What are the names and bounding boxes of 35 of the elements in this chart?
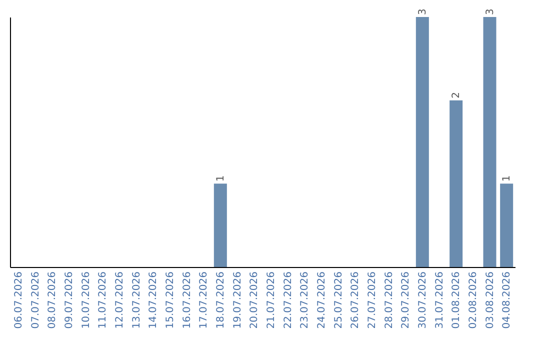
x-tick-label: 07.07.2026 <box>30 272 42 329</box>
x-tick-label: 19.07.2026 <box>232 272 244 329</box>
data-label: 1 <box>215 175 226 182</box>
x-tick-label: 25.07.2026 <box>333 272 344 329</box>
data-label: 3 <box>417 8 428 15</box>
x-tick-label: 06.07.2026 <box>13 272 24 329</box>
x-tick-label: 14.07.2026 <box>148 272 160 329</box>
x-tick-label: 24.07.2026 <box>316 272 328 329</box>
x-tick-label: 18.07.2026 <box>215 272 226 329</box>
x-tick-label: 26.07.2026 <box>350 272 362 329</box>
x-tick-label: 22.07.2026 <box>282 272 294 329</box>
x-tick-label: 16.07.2026 <box>182 272 193 329</box>
x-tick-label: 10.07.2026 <box>80 272 92 329</box>
x-tick-label: 29.07.2026 <box>400 272 412 329</box>
x-tick-label: 31.07.2026 <box>434 272 446 329</box>
data-label: 1 <box>502 175 513 182</box>
x-tick-label: 02.08.2026 <box>468 272 479 329</box>
x-tick-label: 20.07.2026 <box>249 272 260 329</box>
x-tick-label: 21.07.2026 <box>266 272 277 329</box>
x-tick-label: 28.07.2026 <box>384 272 395 329</box>
x-tick-label: 27.07.2026 <box>366 272 378 329</box>
x-tick-label: 03.08.2026 <box>484 272 496 329</box>
x-tick-label: 09.07.2026 <box>64 272 75 329</box>
x-tick-label: 13.07.2026 <box>131 272 142 329</box>
x-tick-label: 30.07.2026 <box>417 272 428 329</box>
x-tick-label: 04.08.2026 <box>502 272 513 329</box>
x-tick-label: 01.08.2026 <box>451 272 462 329</box>
x-tick-label: 23.07.2026 <box>300 272 311 329</box>
data-label: 3 <box>484 8 496 15</box>
x-tick-label: 11.07.2026 <box>98 272 109 329</box>
data-label: 2 <box>451 92 462 98</box>
x-tick-label: 15.07.2026 <box>164 272 176 329</box>
x-tick-label: 17.07.2026 <box>198 272 210 329</box>
x-tick-label: 08.07.2026 <box>47 272 58 329</box>
x-tick-label: 12.07.2026 <box>114 272 126 329</box>
